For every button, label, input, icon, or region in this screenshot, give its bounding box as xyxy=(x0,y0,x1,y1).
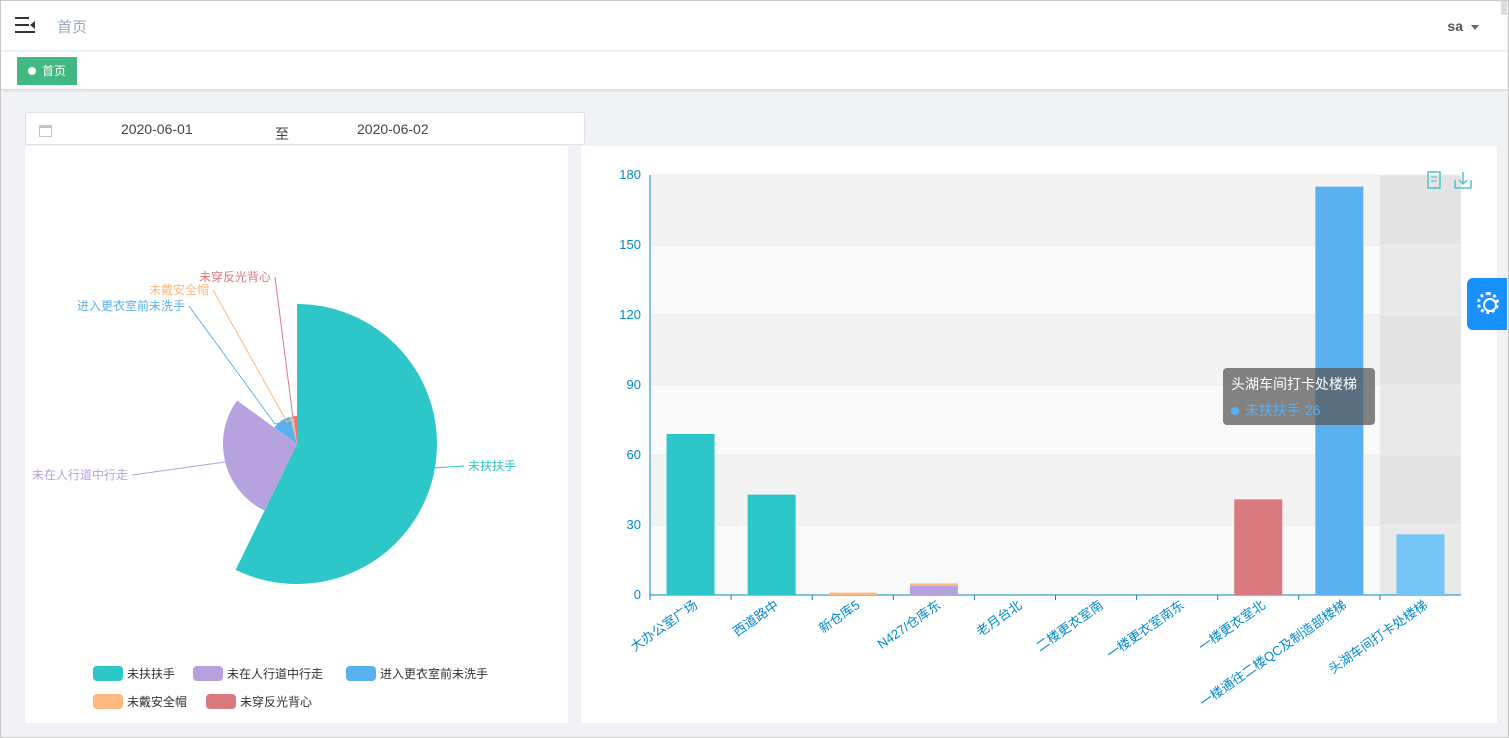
pie-label: 未在人行道中行走 xyxy=(32,467,128,482)
username: sa xyxy=(1447,18,1463,34)
download-icon[interactable] xyxy=(1454,172,1472,189)
tooltip-value: 26 xyxy=(1304,402,1321,418)
pie-label: 未戴安全帽 xyxy=(149,282,209,297)
legend-swatch[interactable] xyxy=(193,666,223,681)
document-icon[interactable] xyxy=(1427,171,1441,189)
legend-label[interactable]: 未在人行道中行走 xyxy=(227,666,323,681)
tag-home-label: 首页 xyxy=(42,64,67,78)
scrollbar-corner xyxy=(1501,1,1507,15)
bar-1-series-1[interactable] xyxy=(666,434,715,595)
bar-chart-panel: 0 30 60 90 120 150 180 大办公室广场 西道路中 新仓库5 N427/仓库东 老月… xyxy=(581,146,1497,723)
date-range-separator: 至 xyxy=(275,126,289,142)
pie-leader-line xyxy=(212,289,293,423)
y-tick-label: 150 xyxy=(619,237,641,252)
pie-leader-line xyxy=(274,276,296,419)
pie-slice-3[interactable] xyxy=(274,416,297,444)
x-tick-label: 新仓库5 xyxy=(816,597,862,636)
y-tick-label: 30 xyxy=(627,517,641,532)
tags-view: 首页 xyxy=(1,52,1507,90)
start-date-input[interactable]: 2020-06-01 xyxy=(121,121,193,137)
user-dropdown[interactable]: sa xyxy=(1447,18,1479,34)
pie-leader-line xyxy=(131,460,228,476)
x-tick-label: 二楼更衣室南 xyxy=(1033,597,1106,654)
pie-leader-line xyxy=(430,465,465,476)
document-icon-frame xyxy=(1427,171,1441,189)
tooltip-row: 未扶扶手 26 xyxy=(1231,400,1367,420)
bar-chart: 0 30 60 90 120 150 180 大办公室广场 西道路中 新仓库5 N427/仓库东 老月… xyxy=(619,167,1472,710)
legend-label[interactable]: 未扶扶手 xyxy=(127,666,175,681)
legend-label[interactable]: 未戴安全帽 xyxy=(127,694,187,709)
top-navbar: 首页 sa xyxy=(1,1,1507,51)
pie-label: 未穿反光背心 xyxy=(199,269,271,284)
legend-swatch[interactable] xyxy=(93,694,123,709)
x-tick-label: 一楼通往二楼QC及制造部楼梯 xyxy=(1197,597,1349,710)
download-icon-head xyxy=(1458,179,1468,186)
x-tick-label: 一楼更衣室南东 xyxy=(1104,597,1187,661)
pie-slice-2[interactable] xyxy=(222,400,297,511)
bar-4-series-4[interactable] xyxy=(909,583,958,586)
x-tick-label: N427/仓库东 xyxy=(875,597,944,652)
caret-down-icon xyxy=(1471,24,1479,30)
legend-label[interactable]: 未穿反光背心 xyxy=(240,694,312,709)
x-tick-label: 大办公室广场 xyxy=(628,597,701,654)
breadcrumb: 首页 xyxy=(57,19,88,36)
tooltip-series: 未扶扶手 xyxy=(1245,402,1301,418)
x-tick-label: 一楼更衣室北 xyxy=(1195,597,1268,654)
download-icon-tray xyxy=(1454,180,1472,189)
calendar-icon xyxy=(39,125,52,137)
pie-chart-panel: 未扶扶手 未在人行道中行走 进入更衣室前未洗手 未戴安全帽 未穿反光背心 未扶扶手 未在人行… xyxy=(25,146,568,723)
date-range-picker[interactable]: 2020-06-01 至 2020-06-02 xyxy=(25,112,585,145)
legend-label[interactable]: 进入更衣室前未洗手 xyxy=(380,666,488,681)
y-tick-label: 60 xyxy=(627,447,641,462)
y-tick-label: 180 xyxy=(619,167,641,182)
chart-tooltip: 头湖车间打卡处楼梯 未扶扶手 26 xyxy=(1223,368,1375,425)
x-tick-label: 老月台北 xyxy=(973,597,1024,639)
pie-slice-5[interactable] xyxy=(293,416,297,444)
active-dot-icon xyxy=(28,66,36,75)
bar-4-series-2[interactable] xyxy=(909,585,958,595)
settings-button[interactable] xyxy=(1467,278,1507,330)
y-tick-label: 120 xyxy=(619,307,641,322)
tag-home[interactable]: 首页 xyxy=(17,57,78,85)
y-tick-label: 90 xyxy=(627,377,641,392)
pie-slice-1[interactable] xyxy=(235,304,437,584)
series-marker-icon xyxy=(1231,407,1239,415)
bar-2-series-1[interactable] xyxy=(747,494,796,595)
bar-8-series-5[interactable] xyxy=(1234,499,1283,595)
pie-label: 进入更衣室前未洗手 xyxy=(77,298,185,313)
pie-leader-line xyxy=(188,305,283,425)
tooltip-title: 头湖车间打卡处楼梯 xyxy=(1231,376,1357,392)
legend-swatch[interactable] xyxy=(346,666,376,681)
menu-toggle-icon[interactable] xyxy=(15,16,35,34)
pie-slice-4[interactable] xyxy=(290,416,297,444)
pie-label: 未扶扶手 xyxy=(468,458,516,473)
end-date-input[interactable]: 2020-06-02 xyxy=(357,121,429,137)
gear-icon xyxy=(1477,292,1499,314)
legend-swatch[interactable] xyxy=(206,694,236,709)
x-tick-label: 西道路中 xyxy=(730,597,781,639)
bar-3-series-4[interactable] xyxy=(828,592,877,595)
y-tick-label: 0 xyxy=(634,587,641,602)
bar-10-series-1[interactable] xyxy=(1396,534,1445,595)
legend-swatch[interactable] xyxy=(93,666,123,681)
